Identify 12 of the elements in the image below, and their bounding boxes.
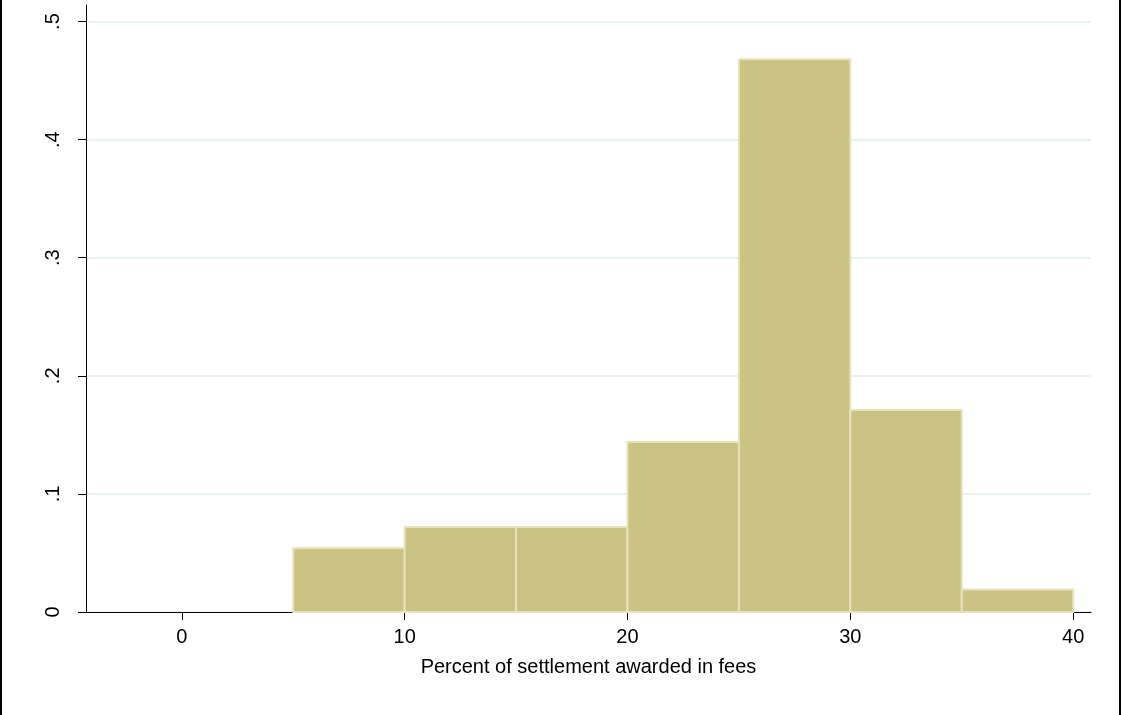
x-tick-label: 30 xyxy=(839,625,862,647)
x-tick-label: 0 xyxy=(176,625,188,647)
x-tick-label: 10 xyxy=(393,625,416,647)
y-tick-label: .1 xyxy=(41,485,63,503)
y-tick-label: .5 xyxy=(41,13,63,30)
y-tick-label: .2 xyxy=(41,367,63,385)
x-tick-label: 40 xyxy=(1062,625,1085,647)
y-tick-label: .3 xyxy=(41,249,63,267)
x-tick-label: 20 xyxy=(616,625,639,647)
y-tick-label: .4 xyxy=(41,131,63,148)
x-axis-title: Percent of settlement awarded in fees xyxy=(420,655,757,677)
y-tick-label: 0 xyxy=(41,606,63,618)
